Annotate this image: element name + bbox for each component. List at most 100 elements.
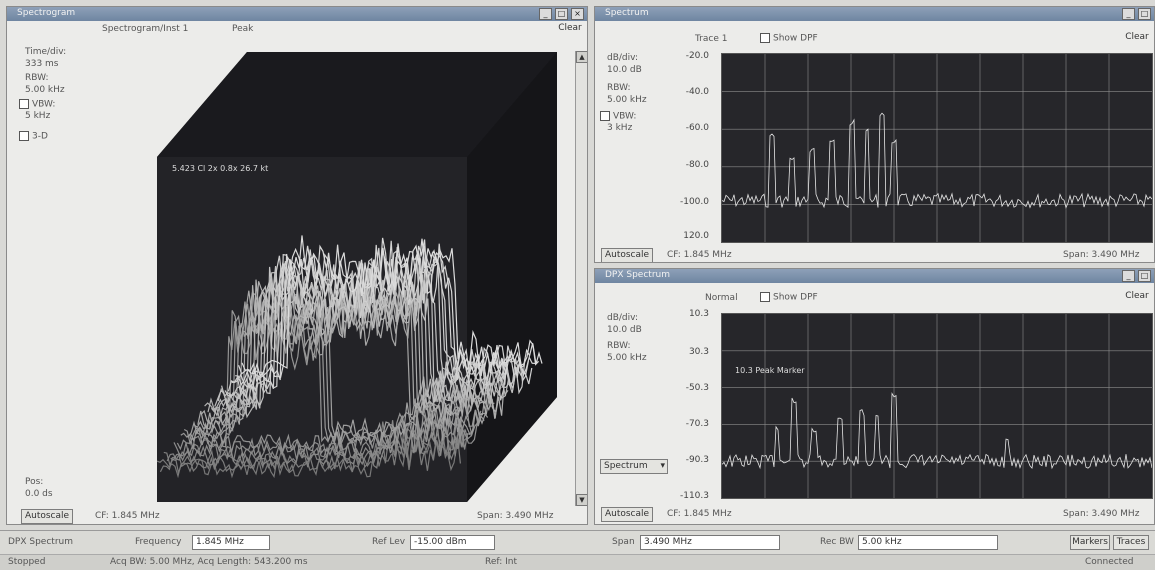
param-rbw-label: RBW: xyxy=(607,83,631,93)
spectrogram-layer xyxy=(176,405,478,455)
y-tick: -110.3 xyxy=(679,491,709,501)
center-frequency: CF: 1.845 MHz xyxy=(667,250,732,260)
show-dpf-checkbox[interactable]: Show DPF xyxy=(760,292,818,303)
param-db-div-value[interactable]: 10.0 dB xyxy=(607,325,642,335)
grid-lines xyxy=(722,54,1152,242)
spectrogram-3d-plot xyxy=(157,52,557,502)
param-rbw-label: RBW: xyxy=(607,341,631,351)
position-value[interactable]: 0.0 ds xyxy=(25,489,53,499)
param-rbw-value[interactable]: 5.00 kHz xyxy=(607,353,647,363)
checkbox-icon xyxy=(19,131,29,141)
clear-button[interactable]: Clear xyxy=(1125,32,1149,42)
dpx-titlebar[interactable]: DPX Spectrum _ □ xyxy=(595,269,1154,283)
param-vbw-value[interactable]: 5 kHz xyxy=(25,111,51,121)
ref-level-label: Ref Lev xyxy=(372,537,406,547)
trace-selector[interactable]: Normal xyxy=(705,293,738,303)
spectrogram-layer xyxy=(210,270,512,414)
spectrogram-layer xyxy=(214,267,516,409)
spectrum-window-top: Spectrum _ □ Trace 1 Show DPF Clear dB/d… xyxy=(594,6,1155,263)
spectrogram-surface xyxy=(157,235,543,479)
span-label: Span xyxy=(612,537,635,547)
center-frequency: CF: 1.845 MHz xyxy=(95,511,160,521)
y-tick: 120.0 xyxy=(683,231,709,241)
measurement-mode[interactable]: DPX Spectrum xyxy=(8,537,73,547)
markers-button[interactable]: Markers xyxy=(1070,535,1110,550)
spectrogram-titlebar[interactable]: Spectrogram _ □ × xyxy=(7,7,587,21)
param-vbw-value[interactable]: 3 kHz xyxy=(607,123,633,133)
autoscale-button[interactable]: Autoscale xyxy=(21,509,73,524)
minimize-icon[interactable]: _ xyxy=(539,8,552,20)
spectrum-trace xyxy=(722,112,1152,209)
span-input[interactable]: 3.490 MHz xyxy=(640,535,780,550)
3d-checkbox[interactable]: 3-D xyxy=(19,131,48,142)
autoscale-button[interactable]: Autoscale xyxy=(601,507,653,522)
span-readout: Span: 3.490 MHz xyxy=(1063,250,1140,260)
grid-lines xyxy=(722,314,1152,498)
spectrum-plot-top[interactable] xyxy=(721,53,1153,243)
frequency-input[interactable]: 1.845 MHz xyxy=(192,535,270,550)
minimize-icon[interactable]: _ xyxy=(1122,270,1135,282)
vbw-checkbox[interactable]: VBW: xyxy=(19,99,55,110)
spectrogram-header-label: Spectrogram/Inst 1 xyxy=(102,24,189,34)
ref-level-input[interactable]: -15.00 dBm xyxy=(410,535,495,550)
y-tick: -40.0 xyxy=(685,87,709,97)
center-frequency: CF: 1.845 MHz xyxy=(667,509,732,519)
display-dropdown[interactable]: Spectrum ▾ xyxy=(600,459,668,474)
param-rbw-value[interactable]: 5.00 kHz xyxy=(607,95,647,105)
scroll-down-icon[interactable]: ▼ xyxy=(576,494,587,506)
spectrogram-layer xyxy=(221,256,523,401)
spectrogram-layer xyxy=(190,299,492,437)
vbw-checkbox[interactable]: VBW: xyxy=(600,111,636,122)
display-dropdown-value: Spectrum xyxy=(604,461,648,471)
detection-mode[interactable]: Peak xyxy=(232,24,254,34)
spectrogram-layer xyxy=(241,235,543,377)
clear-button[interactable]: Clear xyxy=(558,23,582,33)
traces-button[interactable]: Traces xyxy=(1113,535,1149,550)
param-rbw-label: RBW: xyxy=(25,73,49,83)
spectrogram-window: Spectrogram _ □ × Spectrogram/Inst 1 Pea… xyxy=(6,6,588,525)
checkbox-icon xyxy=(760,292,770,302)
maximize-icon[interactable]: □ xyxy=(1138,8,1151,20)
param-db-div-value[interactable]: 10.0 dB xyxy=(607,65,642,75)
spectrogram-layer xyxy=(235,240,536,387)
y-tick: -70.3 xyxy=(685,419,709,429)
y-tick: -60.0 xyxy=(685,123,709,133)
status-bar: Stopped Acq BW: 5.00 MHz, Acq Length: 54… xyxy=(0,554,1155,570)
scroll-up-icon[interactable]: ▲ xyxy=(576,51,587,63)
maximize-icon[interactable]: □ xyxy=(555,8,568,20)
spectrum-plot-bottom[interactable] xyxy=(721,313,1153,499)
maximize-icon[interactable]: □ xyxy=(1138,270,1151,282)
y-tick: -80.0 xyxy=(685,160,709,170)
y-tick: -90.3 xyxy=(685,455,709,465)
param-db-div-label: dB/div: xyxy=(607,313,638,323)
spectrogram-layer xyxy=(224,256,526,399)
spectrogram-title: Spectrogram xyxy=(17,8,76,18)
y-tick: 10.3 xyxy=(688,309,709,319)
param-time-div-value[interactable]: 333 ms xyxy=(25,59,59,69)
minimize-icon[interactable]: _ xyxy=(1122,8,1135,20)
vertical-scrollbar[interactable]: ▲ ▼ xyxy=(575,51,587,506)
rbw-input[interactable]: 5.00 kHz xyxy=(858,535,998,550)
position-label: Pos: xyxy=(25,477,44,487)
span-readout: Span: 3.490 MHz xyxy=(477,511,554,521)
param-rbw-value[interactable]: 5.00 kHz xyxy=(25,85,65,95)
y-tick: -100.0 xyxy=(679,197,709,207)
spectrogram-layer xyxy=(231,247,533,390)
spectrum-title: Spectrum xyxy=(605,8,649,18)
spectrum-titlebar[interactable]: Spectrum _ □ xyxy=(595,7,1154,21)
frequency-label: Frequency xyxy=(135,537,182,547)
close-icon[interactable]: × xyxy=(571,8,584,20)
trace-selector[interactable]: Trace 1 xyxy=(695,34,728,44)
clear-button[interactable]: Clear xyxy=(1125,291,1149,301)
y-tick: -50.3 xyxy=(685,383,709,393)
show-dpf-checkbox[interactable]: Show DPF xyxy=(760,33,818,44)
param-time-div-label: Time/div: xyxy=(25,47,67,57)
control-bar: DPX Spectrum Frequency 1.845 MHz Ref Lev… xyxy=(0,530,1155,555)
spectrum-trace xyxy=(722,392,1152,470)
spectrogram-annotation: 5.423 Cl 2x 0.8x 26.7 kt xyxy=(172,164,269,173)
span-readout: Span: 3.490 MHz xyxy=(1063,509,1140,519)
autoscale-button[interactable]: Autoscale xyxy=(601,248,653,262)
spectrogram-layer xyxy=(166,424,468,466)
spectrogram-layer xyxy=(183,309,485,446)
checkbox-icon xyxy=(760,33,770,43)
